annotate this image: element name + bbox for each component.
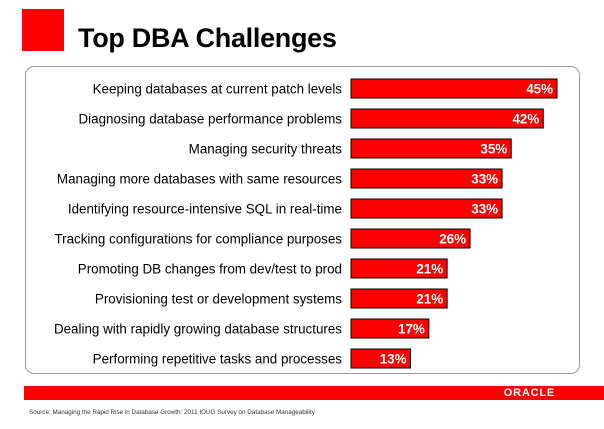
bar [350, 348, 412, 369]
source-note: Source: Managing the Rapid Rise in Datab… [29, 409, 315, 416]
category-label: Promoting DB changes from dev/test to pr… [78, 262, 342, 277]
brand-wordmark: ORACLE [503, 387, 555, 399]
bar [350, 318, 430, 339]
category-label: Diagnosing database performance problems [78, 112, 342, 127]
category-label: Tracking configurations for compliance p… [54, 232, 342, 247]
category-label: Performing repetitive tasks and processe… [93, 352, 343, 367]
brand-square [22, 9, 64, 51]
bar-value-label: 21% [416, 292, 443, 307]
bar-value-label: 21% [416, 262, 443, 277]
category-label: Managing more databases with same resour… [57, 172, 342, 187]
bar-value-label: 26% [439, 232, 466, 247]
category-label: Identifying resource-intensive SQL in re… [68, 202, 342, 217]
category-label: Managing security threats [189, 142, 343, 157]
bar [350, 168, 503, 189]
bar-value-label: 17% [398, 322, 425, 337]
page-title: Top DBA Challenges [78, 23, 337, 53]
footer-bar [24, 386, 604, 400]
category-label: Provisioning test or development systems [95, 292, 342, 307]
bar [350, 228, 471, 249]
chart-frame: Keeping databases at current patch level… [25, 66, 580, 374]
bar [350, 78, 558, 99]
bar-value-label: 45% [526, 82, 553, 97]
bar [350, 198, 503, 219]
bar [350, 138, 512, 159]
bar-value-label: 13% [380, 352, 407, 367]
category-label: Keeping databases at current patch level… [93, 82, 343, 97]
bar-chart: Keeping databases at current patch level… [54, 78, 558, 369]
bar [350, 288, 448, 309]
bar-value-label: 33% [471, 202, 498, 217]
bar-value-label: 33% [471, 172, 498, 187]
bar [350, 108, 544, 129]
category-label: Dealing with rapidly growing database st… [54, 322, 342, 337]
bar-value-label: 35% [480, 142, 507, 157]
bar-value-label: 42% [512, 112, 539, 127]
bar [350, 258, 448, 279]
